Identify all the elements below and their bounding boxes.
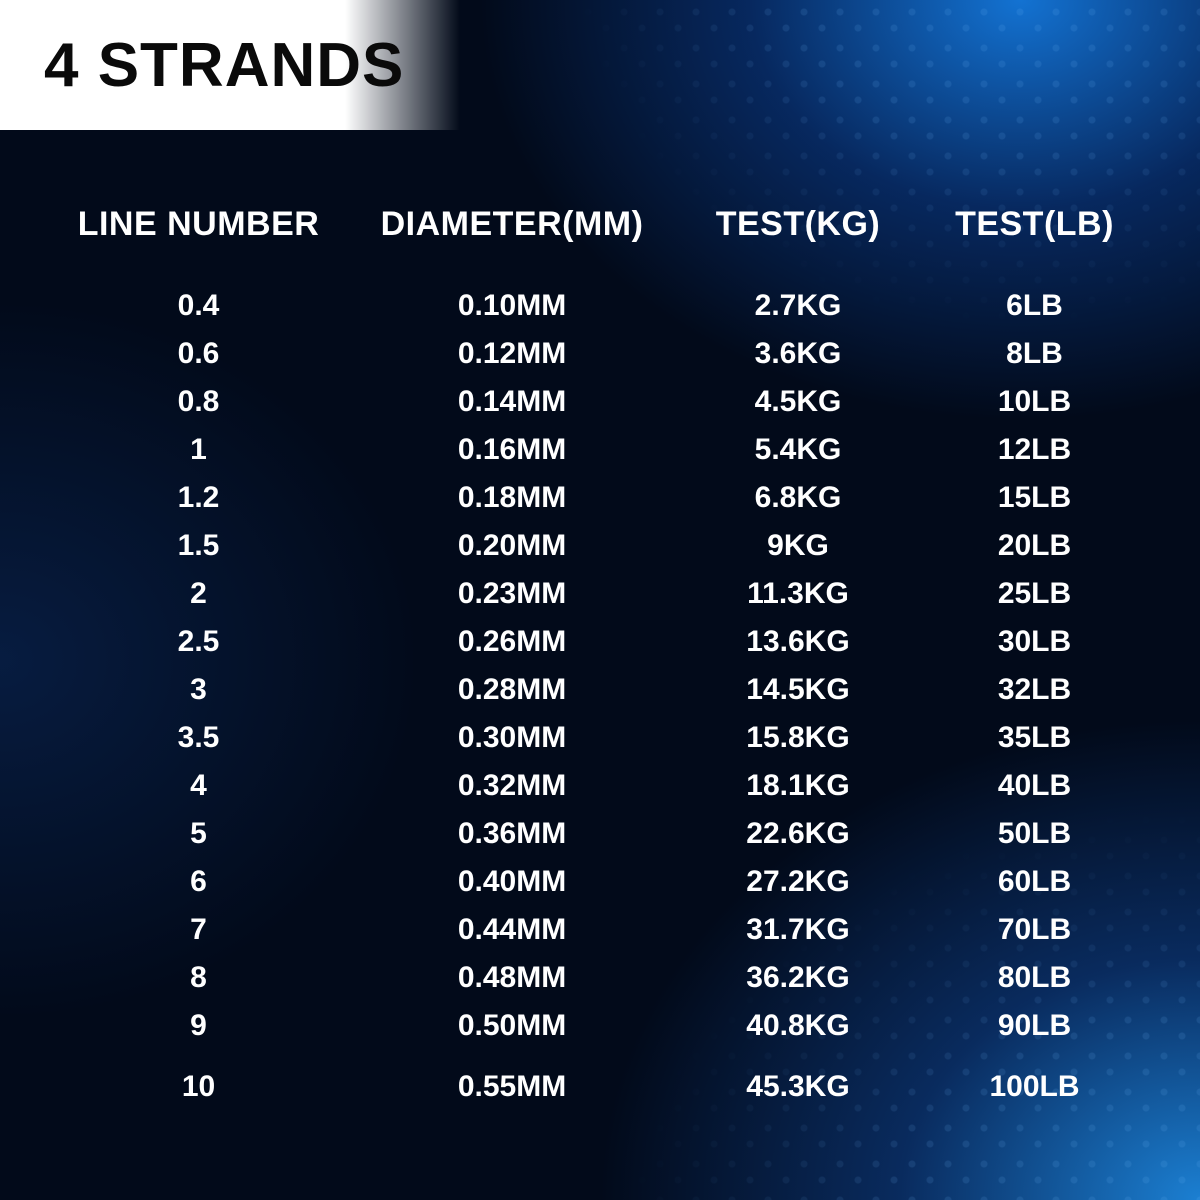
page-title: 4 STRANDS: [44, 30, 404, 101]
table-cell: 40.8KG: [677, 1002, 919, 1050]
table-cell: 0.14MM: [347, 378, 677, 426]
table-cell: 15LB: [919, 474, 1150, 522]
table-cell: 9KG: [677, 522, 919, 570]
table-row: 60.40MM27.2KG60LB: [50, 858, 1150, 906]
table-row: 80.48MM36.2KG80LB: [50, 954, 1150, 1002]
table-cell: 0.26MM: [347, 618, 677, 666]
table-cell: 0.4: [50, 282, 347, 330]
spec-table: LINE NUMBER DIAMETER(MM) TEST(KG) TEST(L…: [50, 205, 1150, 1111]
table-row: 10.16MM5.4KG12LB: [50, 426, 1150, 474]
table-cell: 2: [50, 570, 347, 618]
table-cell: 22.6KG: [677, 810, 919, 858]
table-cell: 0.8: [50, 378, 347, 426]
table-cell: 13.6KG: [677, 618, 919, 666]
table-cell: 6.8KG: [677, 474, 919, 522]
table-cell: 0.55MM: [347, 1050, 677, 1111]
col-header-test-lb: TEST(LB): [919, 205, 1150, 282]
table-cell: 8: [50, 954, 347, 1002]
table-cell: 0.30MM: [347, 714, 677, 762]
table-row: 20.23MM11.3KG25LB: [50, 570, 1150, 618]
table-cell: 27.2KG: [677, 858, 919, 906]
table-cell: 11.3KG: [677, 570, 919, 618]
table-cell: 0.18MM: [347, 474, 677, 522]
table-cell: 0.50MM: [347, 1002, 677, 1050]
table-row: 50.36MM22.6KG50LB: [50, 810, 1150, 858]
table-row: 2.50.26MM13.6KG30LB: [50, 618, 1150, 666]
table-cell: 2.5: [50, 618, 347, 666]
table-cell: 1: [50, 426, 347, 474]
table-row: 90.50MM40.8KG90LB: [50, 1002, 1150, 1050]
table-row: 30.28MM14.5KG32LB: [50, 666, 1150, 714]
table-cell: 8LB: [919, 330, 1150, 378]
table-cell: 40LB: [919, 762, 1150, 810]
table-row: 0.60.12MM3.6KG8LB: [50, 330, 1150, 378]
table-cell: 0.23MM: [347, 570, 677, 618]
table-header-row: LINE NUMBER DIAMETER(MM) TEST(KG) TEST(L…: [50, 205, 1150, 282]
table-cell: 0.16MM: [347, 426, 677, 474]
table-cell: 0.10MM: [347, 282, 677, 330]
table-row: 0.80.14MM4.5KG10LB: [50, 378, 1150, 426]
table-cell: 6: [50, 858, 347, 906]
table-cell: 18.1KG: [677, 762, 919, 810]
table-cell: 9: [50, 1002, 347, 1050]
table-cell: 0.44MM: [347, 906, 677, 954]
table-cell: 4.5KG: [677, 378, 919, 426]
table-cell: 100LB: [919, 1050, 1150, 1111]
table-cell: 35LB: [919, 714, 1150, 762]
table-cell: 70LB: [919, 906, 1150, 954]
spec-table-container: LINE NUMBER DIAMETER(MM) TEST(KG) TEST(L…: [50, 205, 1150, 1111]
table-row: 0.40.10MM2.7KG6LB: [50, 282, 1150, 330]
table-cell: 32LB: [919, 666, 1150, 714]
table-cell: 20LB: [919, 522, 1150, 570]
table-cell: 2.7KG: [677, 282, 919, 330]
spec-table-body: 0.40.10MM2.7KG6LB0.60.12MM3.6KG8LB0.80.1…: [50, 282, 1150, 1111]
table-cell: 14.5KG: [677, 666, 919, 714]
table-cell: 45.3KG: [677, 1050, 919, 1111]
table-cell: 25LB: [919, 570, 1150, 618]
col-header-diameter: DIAMETER(MM): [347, 205, 677, 282]
table-cell: 0.32MM: [347, 762, 677, 810]
spec-table-head: LINE NUMBER DIAMETER(MM) TEST(KG) TEST(L…: [50, 205, 1150, 282]
table-cell: 80LB: [919, 954, 1150, 1002]
table-cell: 0.48MM: [347, 954, 677, 1002]
table-cell: 3.5: [50, 714, 347, 762]
table-row: 100.55MM45.3KG100LB: [50, 1050, 1150, 1111]
table-row: 1.20.18MM6.8KG15LB: [50, 474, 1150, 522]
table-cell: 0.20MM: [347, 522, 677, 570]
table-cell: 31.7KG: [677, 906, 919, 954]
table-row: 40.32MM18.1KG40LB: [50, 762, 1150, 810]
table-cell: 1.2: [50, 474, 347, 522]
table-cell: 0.6: [50, 330, 347, 378]
table-cell: 5: [50, 810, 347, 858]
col-header-test-kg: TEST(KG): [677, 205, 919, 282]
table-cell: 0.28MM: [347, 666, 677, 714]
table-cell: 0.40MM: [347, 858, 677, 906]
table-cell: 3: [50, 666, 347, 714]
table-cell: 4: [50, 762, 347, 810]
table-cell: 10LB: [919, 378, 1150, 426]
table-row: 70.44MM31.7KG70LB: [50, 906, 1150, 954]
table-cell: 90LB: [919, 1002, 1150, 1050]
table-cell: 0.36MM: [347, 810, 677, 858]
table-cell: 12LB: [919, 426, 1150, 474]
table-cell: 15.8KG: [677, 714, 919, 762]
table-cell: 50LB: [919, 810, 1150, 858]
table-cell: 3.6KG: [677, 330, 919, 378]
title-bar: 4 STRANDS: [0, 0, 460, 130]
table-cell: 10: [50, 1050, 347, 1111]
table-row: 1.50.20MM9KG20LB: [50, 522, 1150, 570]
table-cell: 30LB: [919, 618, 1150, 666]
table-cell: 6LB: [919, 282, 1150, 330]
table-cell: 60LB: [919, 858, 1150, 906]
table-cell: 5.4KG: [677, 426, 919, 474]
table-cell: 36.2KG: [677, 954, 919, 1002]
table-cell: 0.12MM: [347, 330, 677, 378]
table-row: 3.50.30MM15.8KG35LB: [50, 714, 1150, 762]
col-header-line-number: LINE NUMBER: [50, 205, 347, 282]
table-cell: 1.5: [50, 522, 347, 570]
table-cell: 7: [50, 906, 347, 954]
